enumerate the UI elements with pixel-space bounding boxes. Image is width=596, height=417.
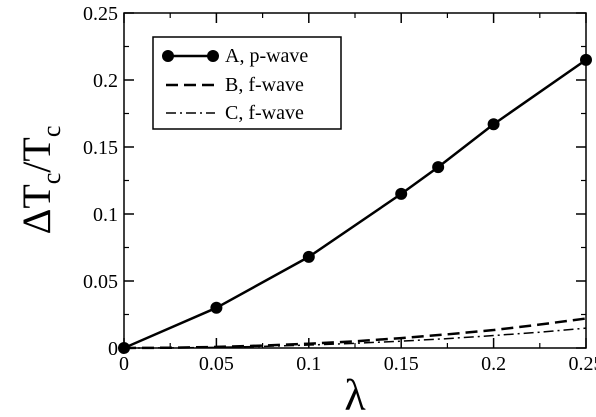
data-point	[487, 118, 500, 131]
x-tick-label: 0.2	[481, 353, 506, 375]
data-point	[210, 301, 223, 314]
data-point	[580, 53, 592, 66]
y-tick-label: 0.05	[83, 271, 118, 293]
legend-label-c: C, f-wave	[225, 102, 304, 124]
y-tick-label: 0	[108, 338, 118, 360]
x-tick-label: 0.25	[569, 353, 596, 375]
y-axis-title: ΔTc/Tc	[14, 126, 66, 235]
legend-label-b: B, f-wave	[225, 74, 304, 96]
legend-marker-a-left	[162, 50, 174, 62]
data-point	[302, 250, 315, 263]
x-tick-label: 0.15	[384, 353, 419, 375]
y-tick-label: 0.15	[83, 137, 118, 159]
legend-label-a: A, p-wave	[225, 45, 308, 67]
y-tick-label: 0.25	[83, 3, 118, 25]
x-tick-label: 0	[119, 353, 129, 375]
x-tick-label: 0.1	[296, 353, 321, 375]
series-line-2	[123, 317, 587, 350]
series	[118, 53, 592, 354]
data-point	[395, 187, 408, 200]
series-line-3	[123, 327, 587, 349]
y-tick-label: 0.2	[93, 70, 118, 92]
legend-box	[152, 36, 342, 130]
data-point	[432, 161, 445, 174]
x-tick-label: 0.05	[199, 353, 234, 375]
y-tick-label: 0.1	[93, 204, 118, 226]
x-axis-title: λ	[344, 371, 366, 417]
ticks: 0 0.05 0.1 0.15 0.2 0.25 0 0.05 0.1 0.15 0.2 0.25	[83, 3, 596, 375]
legend-marker-a-right	[207, 50, 219, 62]
legend: A, p-wave B, f-wave C, f-wave	[152, 36, 342, 130]
